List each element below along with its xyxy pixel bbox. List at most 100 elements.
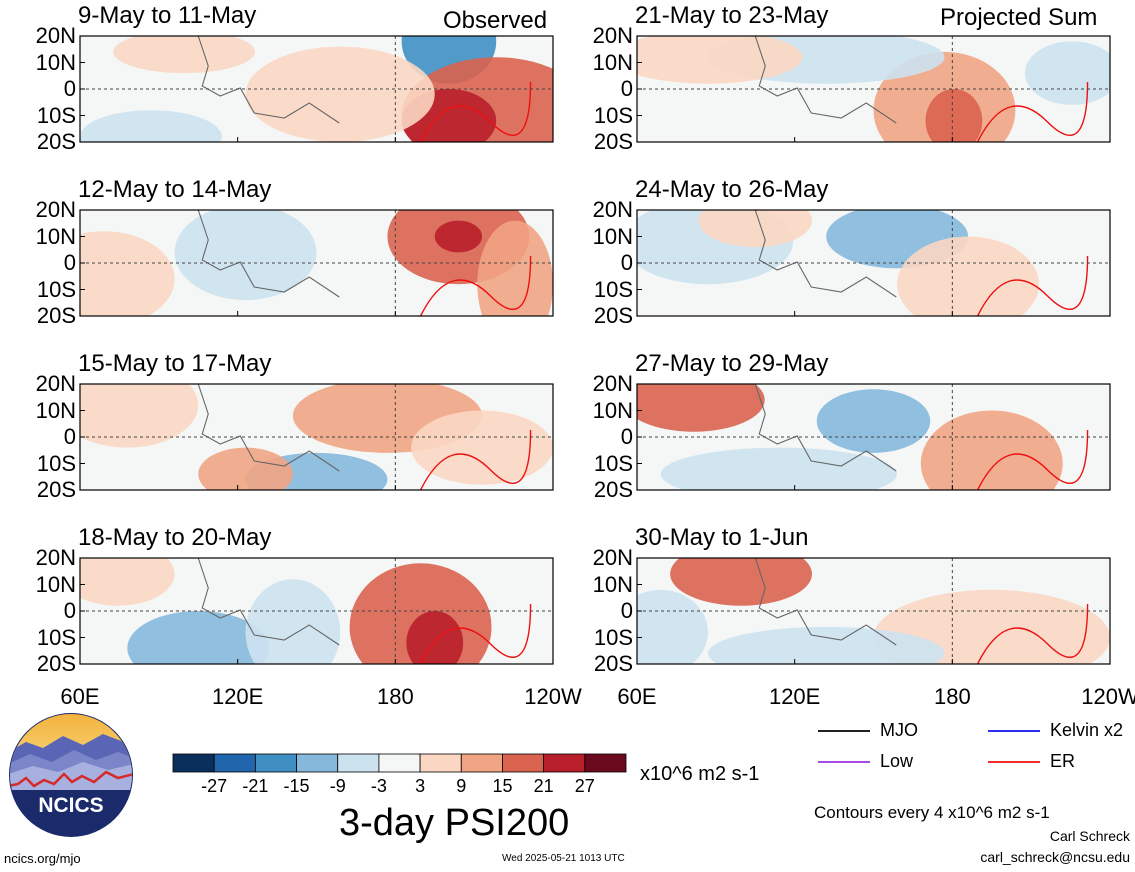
colorbar-swatch [378,753,421,773]
y-tick-label: 20N [35,371,76,396]
colorbar-tick-label: 21 [533,776,554,796]
colorbar [172,753,627,773]
colorbar-swatch [337,753,380,773]
map-panel [79,35,554,143]
ncics-logo-image: NCICS [9,713,133,837]
colorbar-tick-label: -9 [329,776,346,796]
anomaly-shading [1024,41,1110,105]
contour-note: Contours every 4 x10^6 m2 s-1 [814,803,1050,822]
anomaly-shading [897,236,1040,316]
colorbar-tick-label: -21 [242,776,269,796]
legend-label: MJO [880,720,918,740]
er-contour [419,603,532,664]
panel-title: 9-May to 11-May [78,2,257,29]
colorbar-tick-label: 15 [492,776,513,796]
panel-title: 18-May to 20-May [78,524,272,551]
y-tick-label: 20N [35,197,76,222]
colorbar-tick-label: -27 [201,776,228,796]
author-name: Carl Schreck [1049,828,1130,844]
map-panel [79,383,554,491]
y-tick-label: 10S [36,624,76,650]
site-link[interactable]: ncics.org/mjo [4,851,81,866]
anomaly-shading [411,410,553,485]
anomaly-shading [174,210,317,301]
y-tick-label: 10N [592,397,633,423]
x-tick-label: 120E [768,684,821,709]
colorbar-swatch [502,753,545,773]
colorbar-tick-label: -15 [283,776,310,796]
y-tick-label: 20S [36,303,76,328]
anomaly-shading [925,89,983,142]
y-tick-label: 20N [35,545,76,570]
timestamp: Wed 2025-05-21 1013 UTC [502,853,625,864]
y-tick-label: 20S [36,651,76,676]
map-panel [636,35,1111,143]
anomaly-shading [80,558,175,606]
colorbar-swatch [460,753,503,773]
y-tick-label: 10S [36,276,76,302]
y-tick-label: 10S [593,102,633,128]
er-contour [976,429,1089,490]
ncics-logo: NCICS [8,712,134,838]
colorbar-tick-label: -3 [370,776,387,796]
legend-lines [818,730,1040,763]
anomaly-shading [637,36,803,84]
y-tick-label: 10S [36,450,76,476]
colorbar-tick-label: 3 [415,776,426,796]
er-contour [419,81,532,142]
y-tick-label: 10S [593,450,633,476]
anomaly-shading [245,579,341,664]
y-tick-label: 0 [63,424,76,449]
coastline [197,558,340,646]
coastline [754,558,897,646]
y-tick-label: 10N [592,571,633,597]
anomaly-shading [80,110,222,142]
colorbar-swatch [254,753,297,773]
panel-title: 24-May to 26-May [635,176,829,203]
anomaly-shading [113,36,255,74]
y-tick-label: 10S [593,624,633,650]
anomaly-shading [698,210,812,248]
x-tick-label: 180 [933,684,971,709]
x-tick-label: 60E [617,684,657,709]
er-contour [419,429,532,490]
y-tick-label: 10N [35,571,76,597]
anomaly-shading [660,447,898,490]
y-tick-label: 20N [592,545,633,570]
x-tick-label: 180 [376,684,414,709]
coastline [754,36,897,124]
svg-text:NCICS: NCICS [38,794,103,817]
y-tick-label: 10S [593,276,633,302]
author-email[interactable]: carl_schreck@ncsu.edu [980,849,1130,865]
anomaly-shading [477,220,553,316]
colorbar-swatch [172,753,215,773]
anomaly-shading [920,410,1063,490]
x-tick-label: 120W [524,684,582,709]
legend-label: Low [880,751,914,771]
anomaly-shading [198,447,293,490]
anomaly-shading [127,611,270,664]
y-tick-label: 20S [593,477,633,502]
y-tick-label: 20S [36,477,76,502]
coastline [197,36,340,124]
y-tick-label: 10N [35,223,76,249]
anomaly-shading [406,611,464,664]
coastline [197,210,340,298]
x-tick-label: 120E [211,684,264,709]
er-contour [976,81,1089,142]
panel-title: 15-May to 17-May [78,350,272,377]
anomaly-shading [816,389,931,453]
y-tick-label: 10N [35,49,76,75]
y-tick-label: 20N [592,23,633,48]
legend-label: Kelvin x2 [1050,720,1124,740]
colorbar-tick-label: 27 [574,776,595,796]
y-tick-label: 20S [36,129,76,154]
y-tick-label: 10S [36,102,76,128]
y-tick-label: 0 [620,424,633,449]
coastline [754,384,897,472]
map-panel [636,209,1111,317]
y-tick-label: 20N [592,371,633,396]
y-tick-label: 0 [620,598,633,623]
y-tick-label: 10N [35,397,76,423]
coastline [197,384,340,472]
